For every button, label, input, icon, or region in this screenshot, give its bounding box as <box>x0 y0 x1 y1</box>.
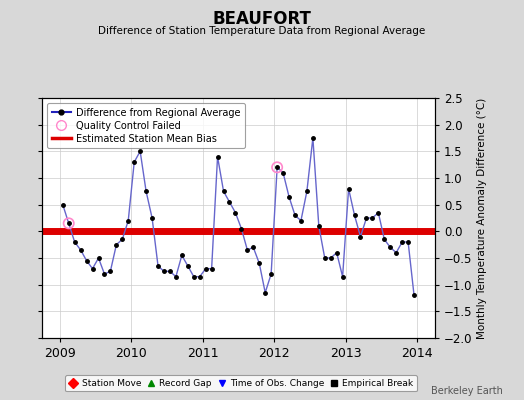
Text: Berkeley Earth: Berkeley Earth <box>431 386 503 396</box>
Y-axis label: Monthly Temperature Anomaly Difference (°C): Monthly Temperature Anomaly Difference (… <box>477 97 487 339</box>
Legend: Difference from Regional Average, Quality Control Failed, Estimated Station Mean: Difference from Regional Average, Qualit… <box>47 103 245 148</box>
Point <box>64 220 73 226</box>
Legend: Station Move, Record Gap, Time of Obs. Change, Empirical Break: Station Move, Record Gap, Time of Obs. C… <box>66 375 417 392</box>
Text: Difference of Station Temperature Data from Regional Average: Difference of Station Temperature Data f… <box>99 26 425 36</box>
Text: BEAUFORT: BEAUFORT <box>213 10 311 28</box>
Point <box>273 164 281 170</box>
